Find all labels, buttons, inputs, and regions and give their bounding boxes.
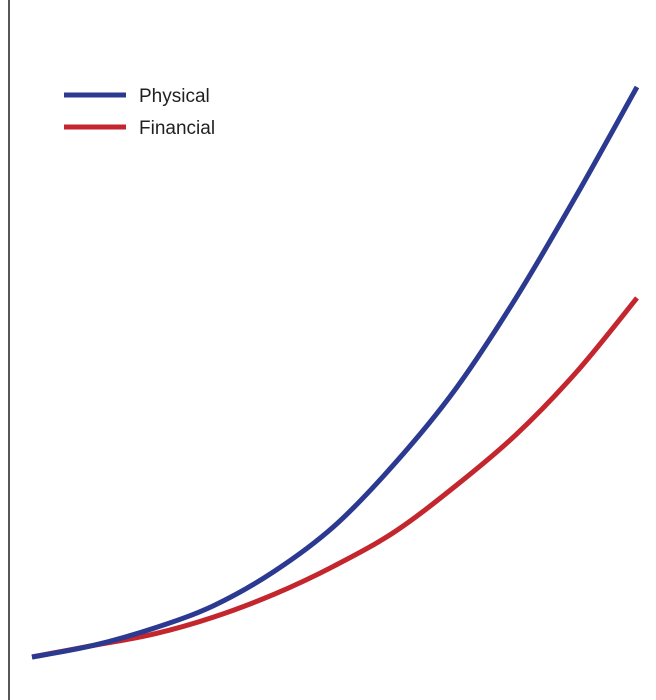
series-line-physical <box>31 85 640 660</box>
legend: Physical Financial <box>64 86 215 139</box>
series-line-financial <box>31 296 639 660</box>
legend-item-financial: Financial <box>64 118 215 139</box>
legend-label-physical: Physical <box>139 86 210 107</box>
legend-label-financial: Financial <box>139 118 215 139</box>
series-layer <box>31 85 640 660</box>
legend-item-physical: Physical <box>64 86 210 107</box>
